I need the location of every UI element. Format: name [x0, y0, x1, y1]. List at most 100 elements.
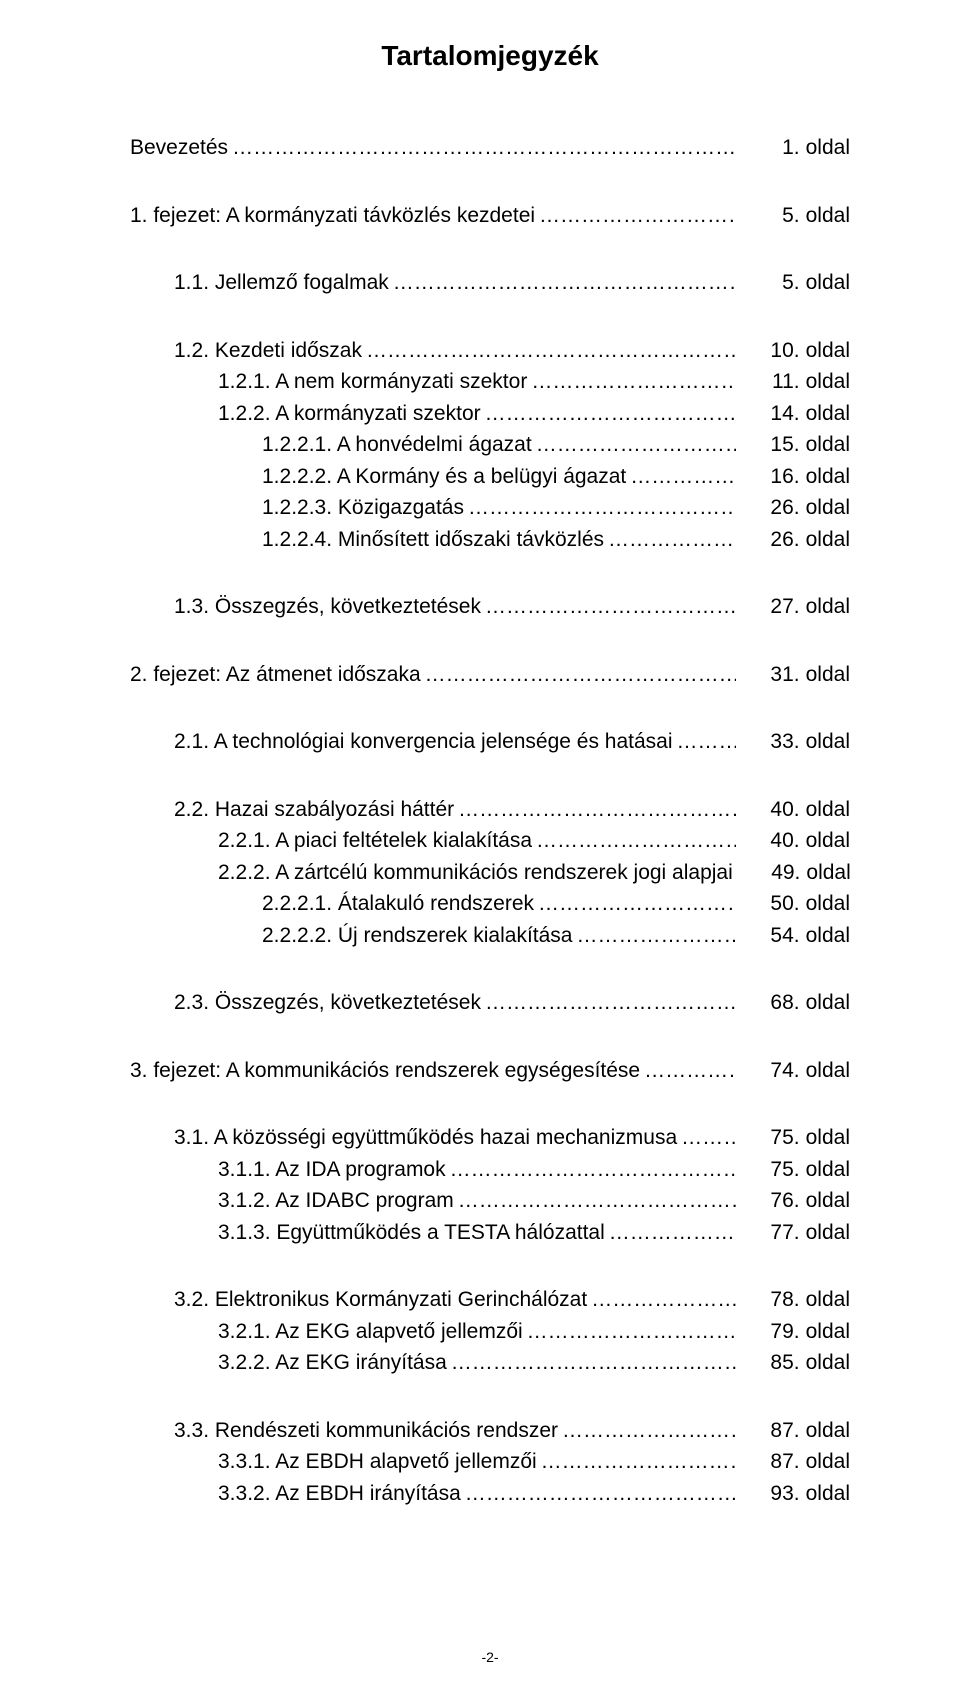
toc-page: 87.oldal — [740, 1415, 850, 1447]
toc-block: 2.1. A technológiai konvergencia jelensé… — [130, 726, 850, 758]
toc-page-unit: oldal — [806, 1415, 850, 1447]
toc-page: 16.oldal — [740, 461, 850, 493]
toc-block: 3.1. A közösségi együttműködés hazai mec… — [130, 1122, 850, 1248]
toc-leader — [677, 726, 736, 758]
toc-page-unit: oldal — [806, 1122, 850, 1154]
toc-row: 1.2.2.3. Közigazgatás26.oldal — [130, 492, 850, 524]
toc-row: 3.3.2. Az EBDH irányítása93.oldal — [130, 1478, 850, 1510]
toc-label: 2.2.1. A piaci feltételek kialakítása — [218, 825, 532, 857]
toc-page-number: 14. — [764, 398, 800, 430]
toc-leader — [608, 524, 736, 556]
toc-page-unit: oldal — [806, 825, 850, 857]
toc-row: 3.1.2. Az IDABC program76.oldal — [130, 1185, 850, 1217]
toc-row: 3.3.1. Az EBDH alapvető jellemzői87.olda… — [130, 1446, 850, 1478]
toc-page: 78.oldal — [740, 1284, 850, 1316]
toc-page: 31.oldal — [740, 659, 850, 691]
toc-page-unit: oldal — [806, 659, 850, 691]
toc-leader — [393, 267, 736, 299]
toc-page-unit: oldal — [806, 1478, 850, 1510]
toc-page-number: 40. — [764, 825, 800, 857]
toc-page: 54.oldal — [740, 920, 850, 952]
toc-leader — [541, 1446, 736, 1478]
toc-row: 3.1. A közösségi együttműködés hazai mec… — [130, 1122, 850, 1154]
toc-row: 1.1. Jellemző fogalmak5.oldal — [130, 267, 850, 299]
toc-leader — [458, 1185, 736, 1217]
toc-page-number: 27. — [764, 591, 800, 623]
toc-page-unit: oldal — [806, 267, 850, 299]
toc-page-number: 40. — [764, 794, 800, 826]
toc-label: 1.2.2.2. A Kormány és a belügyi ágazat — [262, 461, 626, 493]
toc-label: 3.1.3. Együttműködés a TESTA hálózattal — [218, 1217, 605, 1249]
toc-page-unit: oldal — [806, 492, 850, 524]
toc-label: 3.1. A közösségi együttműködés hazai mec… — [174, 1122, 677, 1154]
toc-page-unit: oldal — [806, 857, 850, 889]
toc-page-unit: oldal — [806, 987, 850, 1019]
toc-page-number: 74. — [764, 1055, 800, 1087]
toc-row: 1.2.2.1. A honvédelmi ágazat 15.oldal — [130, 429, 850, 461]
toc-page: 40.oldal — [740, 794, 850, 826]
toc-row: 2.2.1. A piaci feltételek kialakítása 40.… — [130, 825, 850, 857]
toc-page-unit: oldal — [806, 1154, 850, 1186]
toc-page-unit: oldal — [806, 591, 850, 623]
toc-page: 15.oldal — [740, 429, 850, 461]
toc-page-number: 79. — [764, 1316, 800, 1348]
toc-label: 1. fejezet: A kormányzati távközlés kezd… — [130, 200, 535, 232]
toc-row: 2.2. Hazai szabályozási háttér40.oldal — [130, 794, 850, 826]
toc-page-unit: oldal — [806, 429, 850, 461]
toc-block: 2.3. Összegzés, következtetések68.oldal — [130, 987, 850, 1019]
toc-label: 1.2.2.4. Minősített időszaki távközlés — [262, 524, 604, 556]
toc-label: 1.2.2.1. A honvédelmi ágazat — [262, 429, 532, 461]
toc-label: 3.3.2. Az EBDH irányítása — [218, 1478, 461, 1510]
toc-leader — [468, 492, 736, 524]
toc-page: 14.oldal — [740, 398, 850, 430]
toc-block: 2.2. Hazai szabályozási háttér40.oldal2.… — [130, 794, 850, 952]
toc-leader — [485, 987, 736, 1019]
toc-page-number: 68. — [764, 987, 800, 1019]
toc-page-number: 75. — [764, 1154, 800, 1186]
toc-leader — [681, 1122, 736, 1154]
toc-row: 2.3. Összegzés, következtetések68.oldal — [130, 987, 850, 1019]
toc-leader — [536, 825, 736, 857]
toc-page: 77.oldal — [740, 1217, 850, 1249]
toc-row: 3.2.1. Az EKG alapvető jellemzői79.oldal — [130, 1316, 850, 1348]
toc-page-number: 75. — [764, 1122, 800, 1154]
toc-leader — [609, 1217, 736, 1249]
toc-page-unit: oldal — [806, 726, 850, 758]
toc-page-number: 1. — [764, 132, 800, 164]
toc-page-number: 87. — [764, 1415, 800, 1447]
toc-row: 1.2.1. A nem kormányzati szektor11.oldal — [130, 366, 850, 398]
toc-leader — [485, 591, 736, 623]
toc-page-unit: oldal — [806, 200, 850, 232]
toc-page-unit: oldal — [806, 1284, 850, 1316]
toc-leader — [539, 200, 736, 232]
toc-page-number: 31. — [764, 659, 800, 691]
toc-page-number: 26. — [764, 524, 800, 556]
toc-page-number: 85. — [764, 1347, 800, 1379]
toc-row: 1.2.2. A kormányzati szektor14.oldal — [130, 398, 850, 430]
toc-leader — [591, 1284, 736, 1316]
toc-leader — [536, 429, 736, 461]
toc-page-unit: oldal — [806, 794, 850, 826]
toc-row: 3.1.1. Az IDA programok75.oldal — [130, 1154, 850, 1186]
toc-page-unit: oldal — [806, 524, 850, 556]
toc-page-unit: oldal — [806, 366, 850, 398]
toc-page-number: 10. — [764, 335, 800, 367]
toc-page-unit: oldal — [806, 132, 850, 164]
toc-page: 75.oldal — [740, 1154, 850, 1186]
toc-page-number: 11. — [764, 366, 800, 398]
toc-page-number: 26. — [764, 492, 800, 524]
toc-page-unit: oldal — [806, 398, 850, 430]
toc-label: 2.2.2.1. Átalakuló rendszerek — [262, 888, 534, 920]
toc-page: 87.oldal — [740, 1446, 850, 1478]
toc-page: 76.oldal — [740, 1185, 850, 1217]
toc-leader — [538, 888, 736, 920]
toc-row: 3.2.2. Az EKG irányítása85.oldal — [130, 1347, 850, 1379]
toc-row: 2.2.2. A zártcélú kommunikációs rendszer… — [130, 857, 850, 889]
toc-label: 3.2.1. Az EKG alapvető jellemzői — [218, 1316, 523, 1348]
toc-label: 1.2. Kezdeti időszak — [174, 335, 362, 367]
toc-page-number: 33. — [764, 726, 800, 758]
toc-page: 26.oldal — [740, 524, 850, 556]
toc-row: 3.1.3. Együttműködés a TESTA hálózattal 7… — [130, 1217, 850, 1249]
toc-page: 1.oldal — [740, 132, 850, 164]
toc-leader — [577, 920, 737, 952]
